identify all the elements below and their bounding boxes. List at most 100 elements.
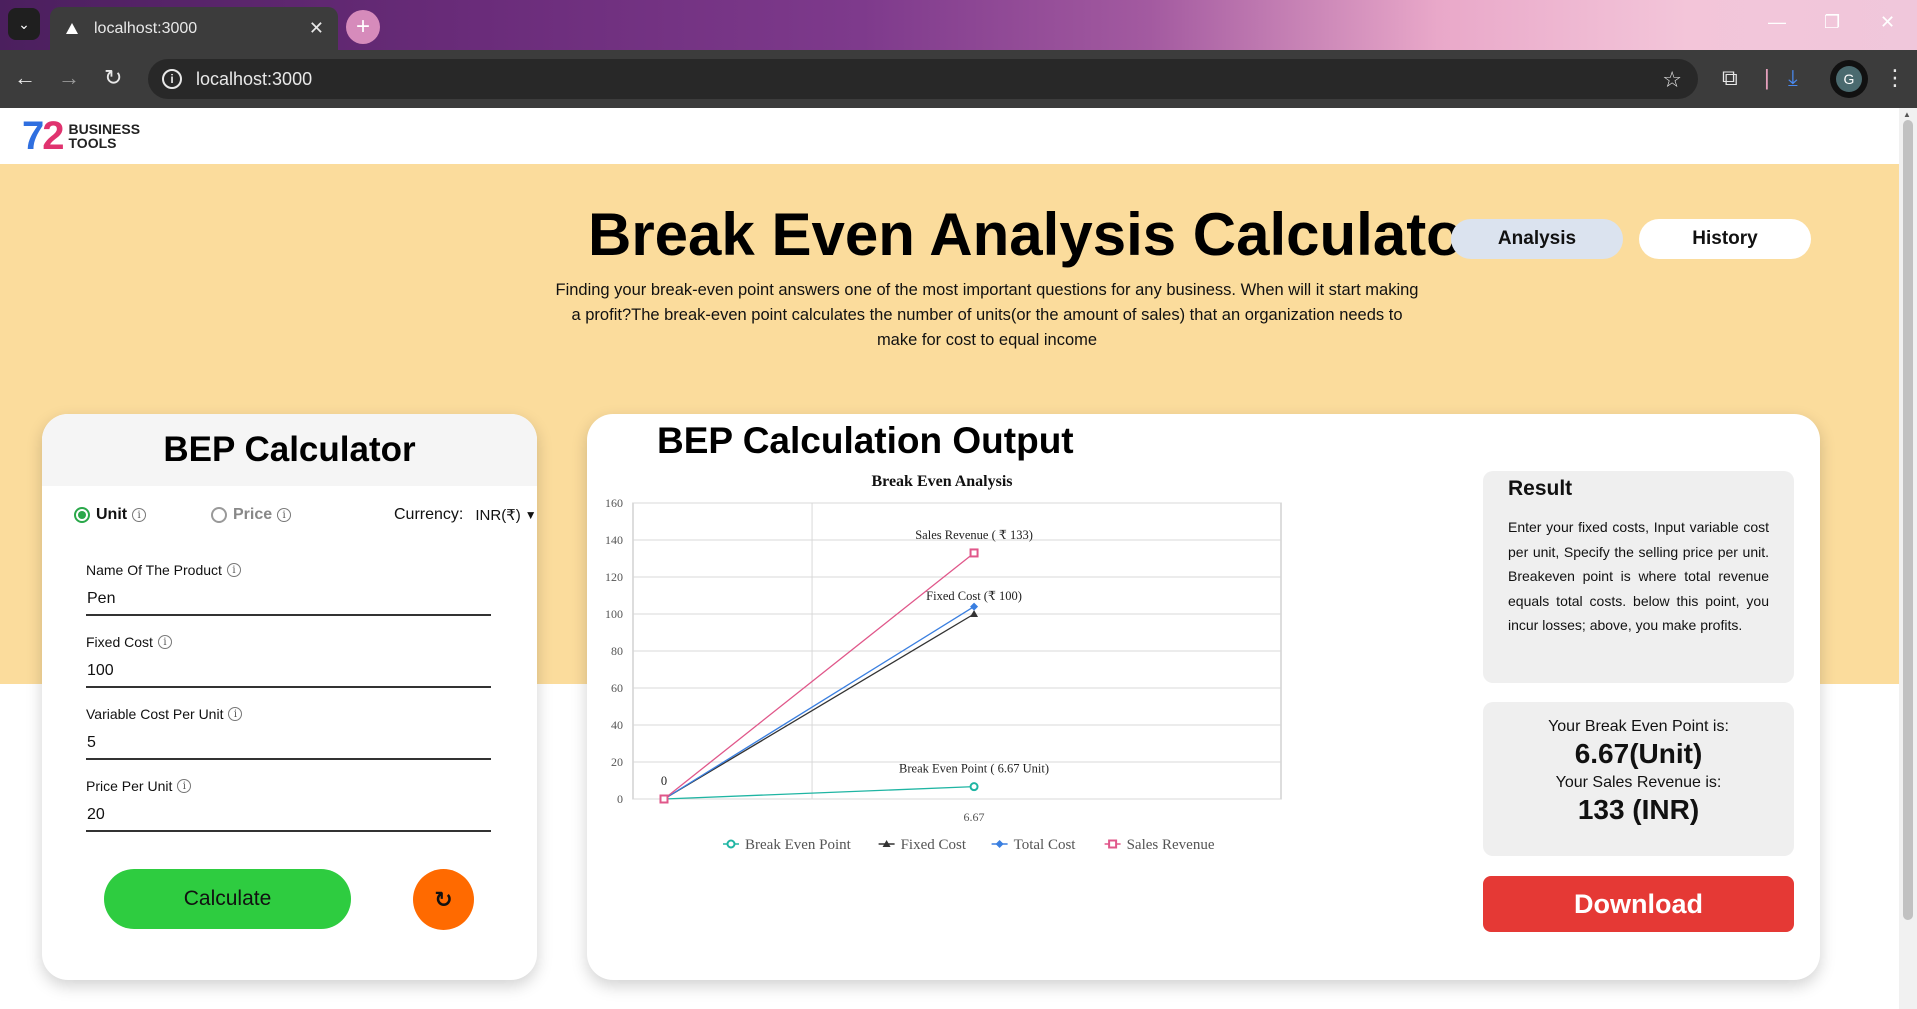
url-text: localhost:3000 xyxy=(196,68,313,89)
fixed-cost-input[interactable]: 100 xyxy=(86,662,491,688)
analysis-tab-button[interactable]: Analysis xyxy=(1451,219,1623,259)
reset-button[interactable]: ↻ xyxy=(413,869,474,930)
window-close-icon[interactable]: ✕ xyxy=(1880,12,1896,32)
data-point xyxy=(995,840,1004,848)
y-tick-label: 60 xyxy=(611,681,623,695)
y-tick-label: 140 xyxy=(605,533,623,547)
variable-cost-input[interactable]: 5 xyxy=(86,734,491,760)
info-icon[interactable]: i xyxy=(226,563,241,577)
series-line xyxy=(663,606,975,800)
mode-price-radio[interactable]: Price i xyxy=(211,506,292,524)
info-icon[interactable]: i xyxy=(228,707,243,721)
calculator-title: BEP Calculator xyxy=(42,414,537,486)
bep-output-card: BEP Calculation Output Break Even Analys… xyxy=(587,414,1820,980)
legend-entry: Break Even Point xyxy=(745,837,852,853)
data-point xyxy=(726,839,736,849)
scroll-up-icon[interactable]: ▲ xyxy=(1903,110,1911,119)
logo-number: 72 xyxy=(22,114,65,158)
product-name-field: Name Of The Product i Pen xyxy=(86,562,491,616)
result-text: Enter your fixed costs, Input variable c… xyxy=(1508,519,1769,633)
site-logo[interactable]: 72 BUSINESS TOOLS xyxy=(22,114,140,158)
series-line xyxy=(663,786,975,800)
y-tick-label: 20 xyxy=(611,755,623,769)
price-per-unit-field: Price Per Unit i 20 xyxy=(86,778,491,832)
page-viewport: 72 BUSINESS TOOLS Break Even Analysis Ca… xyxy=(0,108,1899,1009)
product-name-input[interactable]: Pen xyxy=(86,590,491,616)
tab-search-icon[interactable]: ⌄ xyxy=(8,8,40,40)
y-tick-label: 100 xyxy=(605,607,623,621)
new-tab-button[interactable]: + xyxy=(346,10,380,44)
download-icon[interactable]: ⤓ xyxy=(1788,65,1798,90)
download-button[interactable]: Download xyxy=(1483,876,1794,932)
bep-label: Your Break Even Point is: xyxy=(1548,718,1729,735)
data-point xyxy=(659,794,669,804)
info-icon[interactable]: i xyxy=(132,508,147,522)
address-bar[interactable]: i localhost:3000 ☆ xyxy=(148,59,1698,99)
data-point xyxy=(969,548,979,558)
x-tick-label: 6.67 xyxy=(964,810,985,824)
info-icon[interactable]: i xyxy=(177,779,192,793)
menu-kebab-icon[interactable]: ⋮ xyxy=(1884,65,1906,90)
extensions-icon[interactable]: ⧉ xyxy=(1722,65,1738,90)
info-icon[interactable]: i xyxy=(277,508,292,522)
legend-entry: Fixed Cost xyxy=(901,837,967,853)
bep-calculator-card: BEP Calculator Unit i Price i Currency: … xyxy=(42,414,537,980)
y-tick-label: 80 xyxy=(611,644,623,658)
output-title: BEP Calculation Output xyxy=(657,420,1074,461)
profile-avatar[interactable]: G xyxy=(1830,60,1868,98)
radio-checked-icon xyxy=(74,507,90,523)
page-scrollbar[interactable]: ▲ xyxy=(1899,108,1917,1009)
tab-close-icon[interactable]: ✕ xyxy=(308,18,324,38)
bep-value: 6.67(Unit) xyxy=(1574,738,1703,769)
data-point xyxy=(882,840,891,847)
browser-tab[interactable]: localhost:3000 ✕ xyxy=(50,7,338,50)
y-tick-label: 40 xyxy=(611,718,623,732)
favicon-icon xyxy=(66,23,78,34)
reload-icon[interactable]: ↻ xyxy=(104,65,123,90)
page-description: Finding your break-even point answers on… xyxy=(555,281,1419,349)
variable-cost-field: Variable Cost Per Unit i 5 xyxy=(86,706,491,760)
radio-unchecked-icon xyxy=(211,507,227,523)
currency-select[interactable]: Currency: INR(₹) ▼ xyxy=(394,506,537,524)
data-label: Sales Revenue ( ₹ 133) xyxy=(915,528,1033,542)
back-icon[interactable]: ← xyxy=(14,65,36,90)
history-tab-button[interactable]: History xyxy=(1639,219,1811,259)
chevron-down-icon: ▼ xyxy=(524,508,537,522)
revenue-label: Your Sales Revenue is: xyxy=(1555,774,1722,791)
data-point xyxy=(1108,839,1118,849)
y-tick-label: 160 xyxy=(605,496,623,510)
fixed-cost-field: Fixed Cost i 100 xyxy=(86,634,491,688)
data-label: Fixed Cost (₹ 100) xyxy=(926,589,1022,603)
info-icon[interactable]: i xyxy=(157,635,172,649)
tab-title: localhost:3000 xyxy=(94,19,198,37)
minimize-icon[interactable]: — xyxy=(1768,12,1786,32)
site-info-icon[interactable]: i xyxy=(162,69,182,89)
price-per-unit-input[interactable]: 20 xyxy=(86,806,491,832)
browser-toolbar: ← → ↻ i localhost:3000 ☆ ⧉ | ⤓ G ⋮ xyxy=(0,50,1917,108)
site-header: 72 BUSINESS TOOLS xyxy=(0,108,1899,164)
browser-tab-bar: ⌄ localhost:3000 ✕ + — ❐ ✕ xyxy=(0,0,1917,50)
mode-selector: Unit i Price i Currency: INR(₹) ▼ xyxy=(74,506,537,530)
calculate-button[interactable]: Calculate xyxy=(104,869,351,929)
page-title: Break Even Analysis Calculator xyxy=(588,201,1487,268)
mode-unit-radio[interactable]: Unit i xyxy=(74,506,147,524)
data-point xyxy=(969,782,979,792)
chart-title: Break Even Analysis xyxy=(871,473,1012,490)
data-label: 0 xyxy=(661,774,667,788)
bep-summary-box: Your Break Even Point is: 6.67(Unit) You… xyxy=(1483,702,1794,856)
data-label: Break Even Point ( 6.67 Unit) xyxy=(899,762,1049,776)
restore-icon[interactable]: ❐ xyxy=(1824,12,1841,32)
result-title: Result xyxy=(1508,477,1573,500)
revenue-value: 133 (INR) xyxy=(1577,794,1700,825)
legend-entry: Sales Revenue xyxy=(1127,837,1215,853)
y-tick-label: 0 xyxy=(617,792,623,806)
bookmark-star-icon[interactable]: ☆ xyxy=(1662,67,1682,92)
result-box: Result Enter your fixed costs, Input var… xyxy=(1483,471,1794,683)
scrollbar-thumb[interactable] xyxy=(1903,120,1913,920)
data-point xyxy=(970,602,979,611)
series-line xyxy=(663,613,975,800)
y-tick-label: 120 xyxy=(605,570,623,584)
legend-entry: Total Cost xyxy=(1014,837,1077,853)
data-point xyxy=(970,610,979,617)
forward-icon[interactable]: → xyxy=(58,65,80,90)
